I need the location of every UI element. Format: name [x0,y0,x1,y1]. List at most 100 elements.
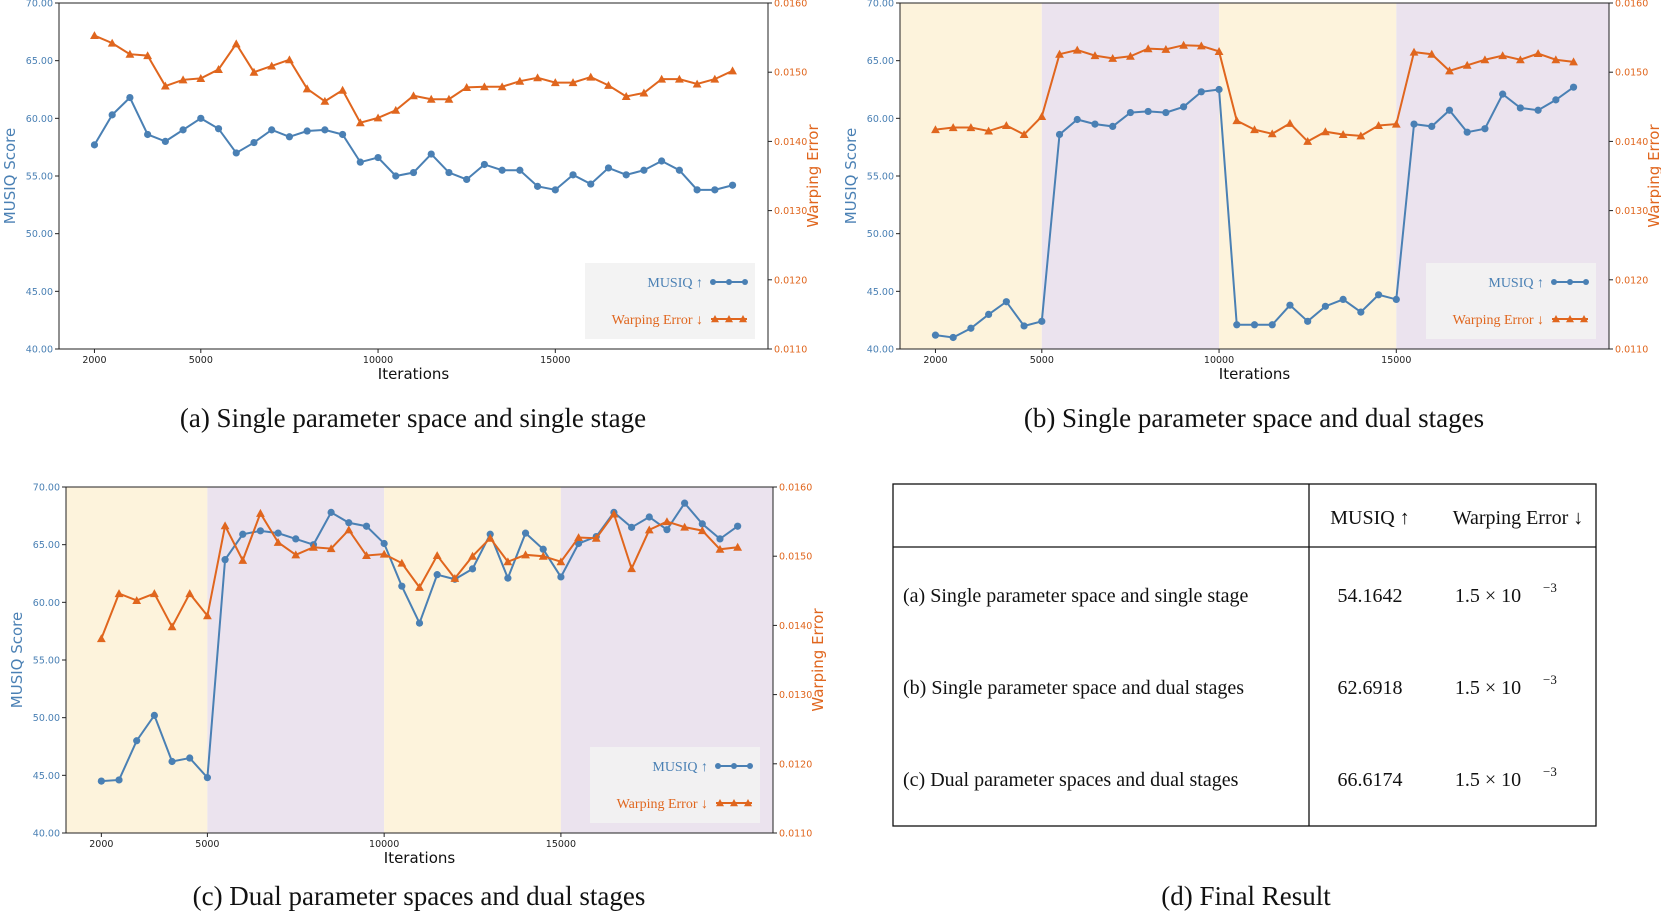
musiq-point [1499,90,1507,98]
warping-error-point [604,80,613,89]
panel-caption: (c) Dual parameter spaces and dual stage… [193,881,646,911]
musiq-point [433,571,441,579]
musiq-point [1073,115,1081,124]
musiq-point [292,535,300,543]
warping-error-point [167,622,177,631]
warping-error-point [1303,137,1313,145]
x-tick-label: 5000 [195,839,219,850]
legend-marker-warping-error [1580,315,1588,323]
musiq-point [640,166,648,174]
warping-error-point [538,551,548,560]
x-tick-label: 5000 [1030,355,1054,366]
warping-error-point [1498,51,1508,60]
musiq-point [1304,317,1312,325]
stage-band [384,487,561,833]
stage-band [1041,3,1220,349]
warping-error-point [1374,121,1383,130]
legend-label-warping-error: Warping Error ↓ [612,313,703,328]
table-cell-musiq: 54.1642 [1338,585,1403,607]
warping-error-point [238,555,248,564]
musiq-point [1428,122,1436,131]
table-row-label: (b) Single parameter space and dual stag… [903,677,1244,699]
warping-error-point [515,76,525,85]
panel-caption: (a) Single parameter space and single st… [180,403,646,433]
warping-error-point [1427,49,1437,58]
warping-error-point [1480,55,1490,64]
y-axis-label: MUSIQ Score [842,128,860,224]
legend-marker-musiq [1583,279,1589,285]
warping-error-point [373,113,383,122]
musiq-point [521,529,530,537]
y2-tick-label: 0.0140 [1615,137,1648,148]
y-axis-label: MUSIQ Score [8,612,26,708]
warping-error-point [984,126,994,135]
musiq-point [693,186,701,194]
stage-band [900,3,1042,349]
legend-box [585,263,755,339]
musiq-point [1180,103,1188,111]
musiq-point [268,126,276,134]
musiq-point [658,157,666,165]
warping-error-point [639,88,649,97]
table-border [892,483,1597,827]
warping-error-point [1179,40,1188,49]
musiq-point [274,529,282,537]
musiq-point [126,93,134,102]
warping-error-point [674,74,684,83]
warping-error-point [728,66,737,75]
legend-marker-musiq [742,279,748,285]
line-chart-panel: 40.00 45.00 50.00 55.00 60.00 65.00 70.00 0.011… [1,0,822,433]
musiq-point [380,539,388,548]
warping-error-point [379,549,389,558]
line-chart-panel: 40.00 45.00 50.00 55.00 60.00 65.00 70.00 0.011… [8,483,827,912]
musiq-point [675,166,683,174]
musiq-point [285,133,294,141]
line-chart-panel: 40.00 45.00 50.00 55.00 60.00 65.00 70.00 0.011… [842,0,1661,433]
warping-error-point [586,72,596,81]
musiq-point [150,711,158,719]
warping-error-point [733,542,743,551]
musiq-point [345,519,353,527]
musiq-point [480,160,488,169]
warping-error-point [291,550,301,559]
warping-error-point [355,118,365,127]
musiq-point [1091,120,1099,128]
musiq-point [1569,83,1578,91]
musiq-point [681,499,689,507]
musiq-point [645,513,653,521]
warping-error-point [125,49,135,58]
warping-error-point [107,38,117,47]
warping-error-point [302,84,312,93]
warping-error-point [220,521,230,530]
warping-error-point [432,551,442,560]
musiq-point [1055,130,1064,139]
legend-marker-warping-error [730,799,738,807]
warping-error-point [1090,51,1100,60]
warping-error-point [1321,127,1330,136]
musiq-point [716,535,724,543]
musiq-point [628,523,636,531]
musiq-point [1038,317,1046,325]
legend-label-musiq: MUSIQ ↑ [647,276,703,291]
y2-axis-label: Warping Error [804,124,822,228]
warping-error-point [1285,119,1295,127]
warping-error-point [344,525,354,534]
musiq-point [1250,321,1259,329]
musiq-point [133,737,141,745]
warping-error-point [426,94,436,103]
musiq-point [374,153,382,162]
musiq-point [232,149,240,157]
y-tick-label: 60.00 [26,114,53,125]
y2-tick-label: 0.0120 [779,759,812,770]
y2-tick-label: 0.0150 [779,552,812,563]
table-cell-warping-exponent: −3 [1543,764,1557,779]
musiq-point [97,777,105,785]
table-cell-warping-error: 1.5 × 10 [1455,769,1521,791]
warping-error-point [966,123,976,132]
y-tick-label: 45.00 [26,287,53,298]
y-tick-label: 55.00 [867,172,894,183]
musiq-point [327,508,335,516]
musiq-point [1126,108,1135,117]
warping-error-point [160,81,170,90]
musiq-point [409,168,418,177]
